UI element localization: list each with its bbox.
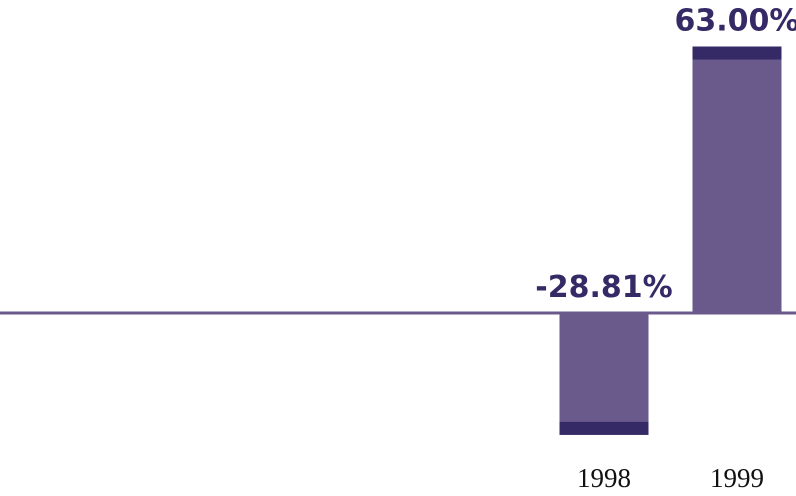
bar-1998 [559, 313, 649, 435]
bar-cap-1999 [692, 46, 782, 60]
value-label-1998: -28.81% [535, 270, 672, 305]
x-tick-label-1999: 1999 [710, 463, 764, 493]
bars-group [559, 46, 782, 435]
x-tick-label-1998: 1998 [577, 463, 631, 493]
bar-1999 [692, 46, 782, 313]
bar-cap-1998 [559, 421, 649, 435]
value-label-1999: 63.00% [675, 4, 796, 39]
labels-group: -28.81% 1998 63.00% 1999 [535, 4, 796, 493]
